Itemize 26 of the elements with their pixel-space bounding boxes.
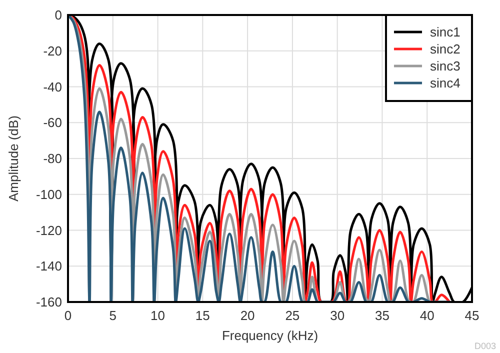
y-tick-label: 0 xyxy=(54,8,62,22)
x-tick-label: 0 xyxy=(64,308,72,323)
legend-label: sinc2 xyxy=(430,42,460,56)
x-tick-label: 15 xyxy=(195,308,210,323)
x-tick-label: 5 xyxy=(109,308,117,323)
y-axis-title: Amplitude (dB) xyxy=(6,116,21,202)
x-tick-label: 40 xyxy=(420,308,434,323)
x-tick-label: 20 xyxy=(240,308,255,323)
y-tick-label: -80 xyxy=(43,151,62,166)
y-tick-label: -20 xyxy=(43,43,62,58)
y-tick-label: -100 xyxy=(36,186,62,202)
y-tick-label: -140 xyxy=(36,258,62,274)
x-tick-label: 30 xyxy=(330,308,345,323)
x-tick-label: 35 xyxy=(374,308,390,323)
x-tick-label: 45 xyxy=(464,308,480,323)
legend-label: sinc4 xyxy=(430,76,460,90)
legend-label: sinc3 xyxy=(430,58,460,74)
y-tick-label: -120 xyxy=(36,222,62,238)
legend-label: sinc1 xyxy=(430,24,460,40)
x-tick-label: 25 xyxy=(285,308,300,323)
y-tick-label: -160 xyxy=(36,294,62,310)
x-tick-label: 10 xyxy=(150,308,166,323)
y-tick-label: -40 xyxy=(43,79,62,94)
text: D003 xyxy=(474,341,496,351)
x-axis-title: Frequency (kHz) xyxy=(222,328,318,343)
y-tick-label: -60 xyxy=(43,115,62,130)
